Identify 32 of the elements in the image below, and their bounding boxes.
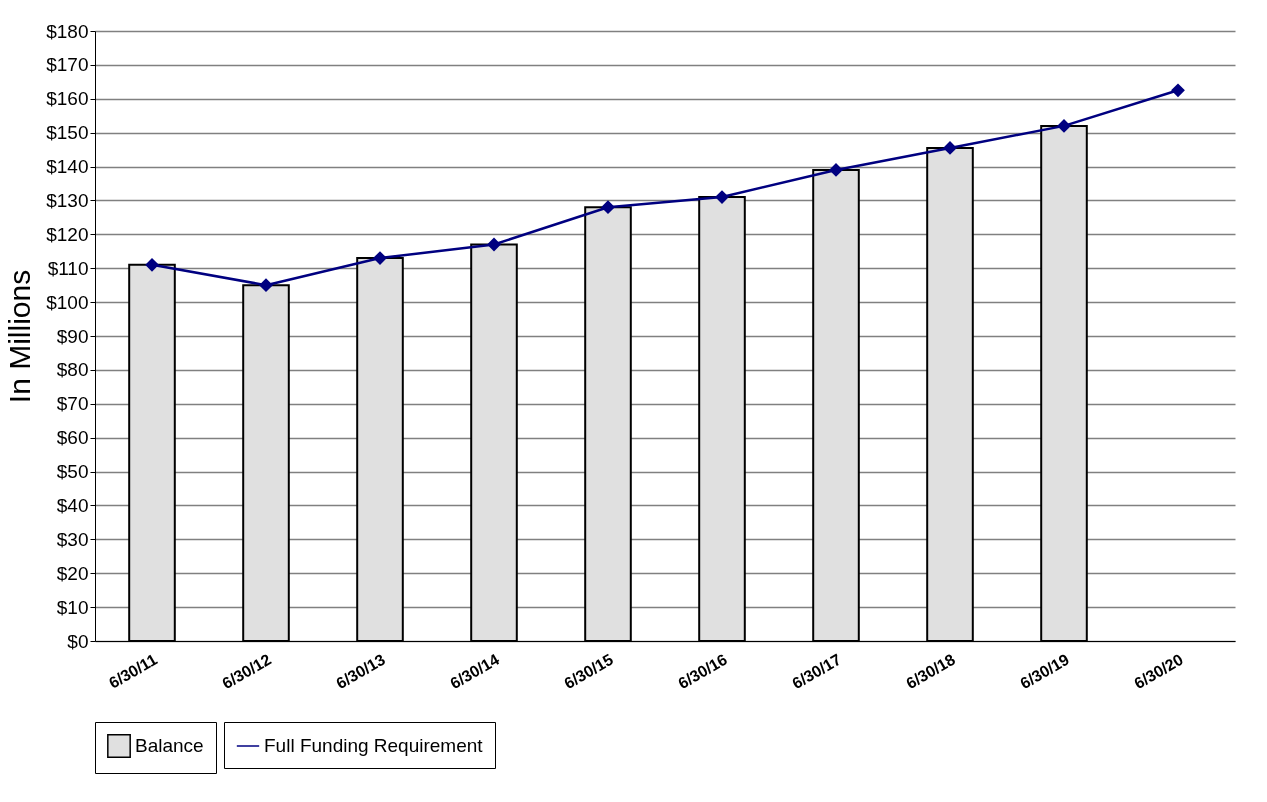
- point: [829, 163, 843, 177]
- point: [259, 278, 273, 292]
- y-tick-label: $180: [46, 20, 89, 42]
- point: [943, 141, 957, 155]
- y-tick-label: $140: [46, 156, 89, 178]
- y-tick-label: $40: [56, 494, 89, 516]
- point: [601, 200, 615, 214]
- point: [1057, 119, 1071, 133]
- y-tick-label: $160: [46, 88, 89, 110]
- point: [1171, 83, 1185, 97]
- y-tick-label: $70: [56, 393, 89, 415]
- y-tick-label: $170: [46, 54, 89, 76]
- point: [487, 238, 501, 251]
- y-tick-label: $100: [46, 291, 89, 313]
- y-tick-label: $30: [56, 528, 89, 550]
- legend-label: Balance: [135, 735, 204, 756]
- point: [373, 251, 387, 265]
- y-axis-title: In Millions: [3, 269, 37, 404]
- y-tick-label: $120: [46, 223, 89, 245]
- y-tick-label: $110: [47, 257, 89, 279]
- y-tick-label: $50: [56, 461, 89, 483]
- y-tick-label: $80: [56, 359, 89, 381]
- y-tick-label: $60: [56, 427, 89, 449]
- point: [715, 190, 729, 204]
- y-tick-label: $0: [67, 630, 89, 652]
- y-tick-label: $20: [56, 562, 89, 584]
- point: [145, 258, 159, 272]
- y-tick-label: $150: [46, 122, 89, 144]
- y-tick-label: $130: [46, 189, 89, 211]
- y-tick-label: $90: [56, 325, 89, 347]
- legend-label: Full Funding Requirement: [264, 735, 484, 756]
- y-tick-label: $10: [56, 596, 89, 618]
